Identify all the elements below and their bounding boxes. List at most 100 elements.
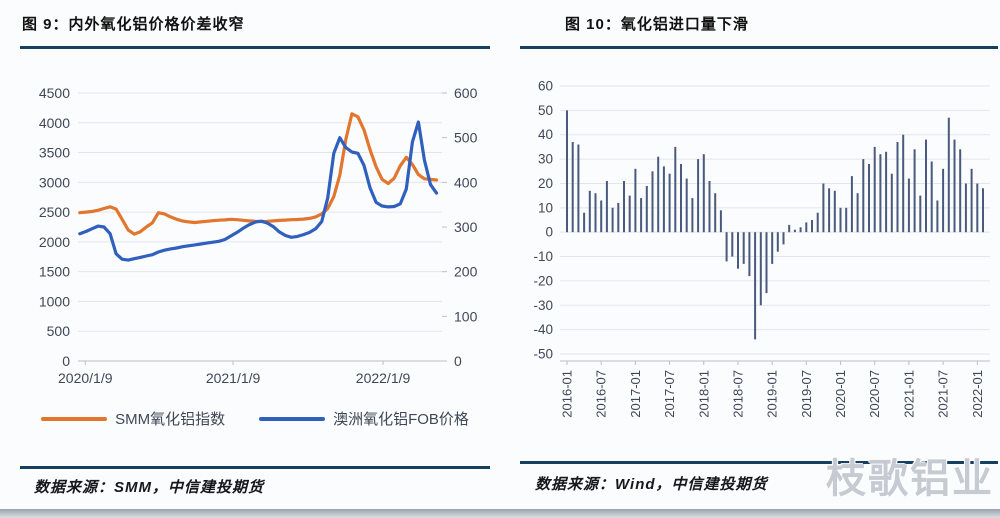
price-line-chart-svg: 0 500 1000 1500 2000 2500 3000 3500 4000 4500 0 100… [39, 85, 478, 386]
bar [571, 142, 574, 233]
figure9-source-rule [20, 466, 490, 469]
bar [885, 151, 888, 233]
bar [674, 146, 677, 233]
bar [611, 207, 614, 233]
bar [856, 193, 859, 233]
bar [902, 134, 905, 233]
figure9-title-rule [20, 46, 490, 49]
svg-text:2020/1/9: 2020/1/9 [58, 370, 113, 386]
bar [959, 149, 962, 233]
watermark: 枝歌铝业 [826, 457, 994, 501]
bar [651, 171, 654, 233]
svg-text:200: 200 [454, 264, 478, 280]
svg-text:3500: 3500 [39, 145, 70, 161]
figure10-source: 数据来源：Wind，中信建投期货 [535, 476, 768, 493]
bar [748, 232, 751, 277]
svg-text:1000: 1000 [39, 293, 70, 309]
bar [845, 207, 848, 233]
bar [742, 232, 745, 264]
legend-label-smm: SMM氧化铝指数 [115, 411, 226, 428]
svg-text:10: 10 [538, 200, 553, 215]
fob-line-swatch [259, 416, 326, 421]
svg-text:2021/1/9: 2021/1/9 [206, 370, 261, 386]
bar [645, 185, 648, 233]
bar [896, 142, 899, 233]
svg-text:-20: -20 [533, 273, 553, 288]
bottom-edge-strip [0, 509, 1000, 518]
bar [583, 212, 586, 233]
svg-text:2021-01: 2021-01 [901, 370, 916, 418]
bar [765, 232, 768, 294]
bar [793, 229, 796, 233]
svg-text:2022/1/9: 2022/1/9 [356, 370, 411, 386]
bar [947, 117, 950, 233]
bar [662, 166, 665, 233]
bar [964, 183, 967, 233]
bar [919, 195, 922, 233]
price-line-chart: 0 500 1000 1500 2000 2500 3000 3500 4000 4500 0 100… [20, 55, 490, 405]
bar [617, 202, 620, 233]
legend-item-fob: 澳洲氧化铝FOB价格 [259, 408, 469, 429]
svg-text:400: 400 [454, 174, 478, 190]
bar [970, 168, 973, 233]
bar [936, 200, 939, 233]
svg-text:2017-01: 2017-01 [628, 370, 643, 418]
bar [600, 200, 603, 233]
bar [588, 190, 591, 233]
bar [839, 207, 842, 233]
smm-index-line [78, 112, 439, 236]
fob-price-line [78, 120, 439, 262]
figure9-title: 图 9：内外氧化铝价格价差收窄 [22, 16, 245, 33]
bar [782, 232, 785, 245]
svg-text:30: 30 [538, 152, 553, 167]
bar [862, 159, 865, 233]
svg-text:300: 300 [454, 219, 478, 235]
bar [953, 139, 956, 233]
bar [566, 110, 568, 233]
svg-text:2016-01: 2016-01 [560, 370, 575, 418]
svg-text:50: 50 [538, 103, 553, 118]
svg-text:2016-07: 2016-07 [594, 370, 609, 418]
bar [628, 195, 631, 233]
svg-text:500: 500 [454, 130, 478, 146]
svg-text:2500: 2500 [39, 204, 70, 220]
svg-text:3000: 3000 [39, 174, 70, 190]
svg-text:-40: -40 [533, 322, 553, 337]
bar [754, 232, 757, 340]
gridlines [78, 92, 447, 365]
svg-text:0: 0 [545, 225, 553, 240]
bar [811, 220, 813, 233]
bar [634, 168, 637, 233]
svg-text:2017-07: 2017-07 [662, 370, 677, 418]
legend-item-smm: SMM氧化铝指数 [41, 408, 225, 429]
bar [850, 176, 853, 233]
bar [759, 232, 762, 306]
bar [776, 232, 779, 252]
svg-text:2019-01: 2019-01 [765, 370, 780, 418]
bar [873, 146, 876, 233]
svg-text:0: 0 [62, 353, 70, 369]
svg-text:4000: 4000 [39, 115, 70, 131]
bar [691, 198, 694, 233]
bar [771, 232, 774, 264]
bar [833, 190, 836, 233]
bar [719, 210, 722, 233]
import-bar-chart-svg: 60 50 40 30 20 10 0 -10 -20 -30 -40 -50 2016-01 2016-… [533, 79, 990, 418]
bar [685, 178, 688, 233]
svg-text:-50: -50 [533, 347, 553, 362]
bar [907, 178, 910, 233]
svg-text:2021-07: 2021-07 [936, 370, 951, 418]
bar [577, 144, 580, 233]
bar [605, 181, 608, 233]
bar [697, 159, 700, 233]
bar [828, 188, 831, 233]
figure10-title: 图 10：氧化铝进口量下滑 [565, 16, 749, 33]
svg-text:1500: 1500 [39, 264, 70, 280]
bar [930, 161, 933, 233]
svg-text:2019-07: 2019-07 [799, 370, 814, 418]
bar [879, 154, 882, 233]
import-bar-chart: 60 50 40 30 20 10 0 -10 -20 -30 -40 -50 2016-01 2016-… [520, 55, 998, 460]
bar [799, 227, 802, 233]
bar [680, 164, 682, 233]
